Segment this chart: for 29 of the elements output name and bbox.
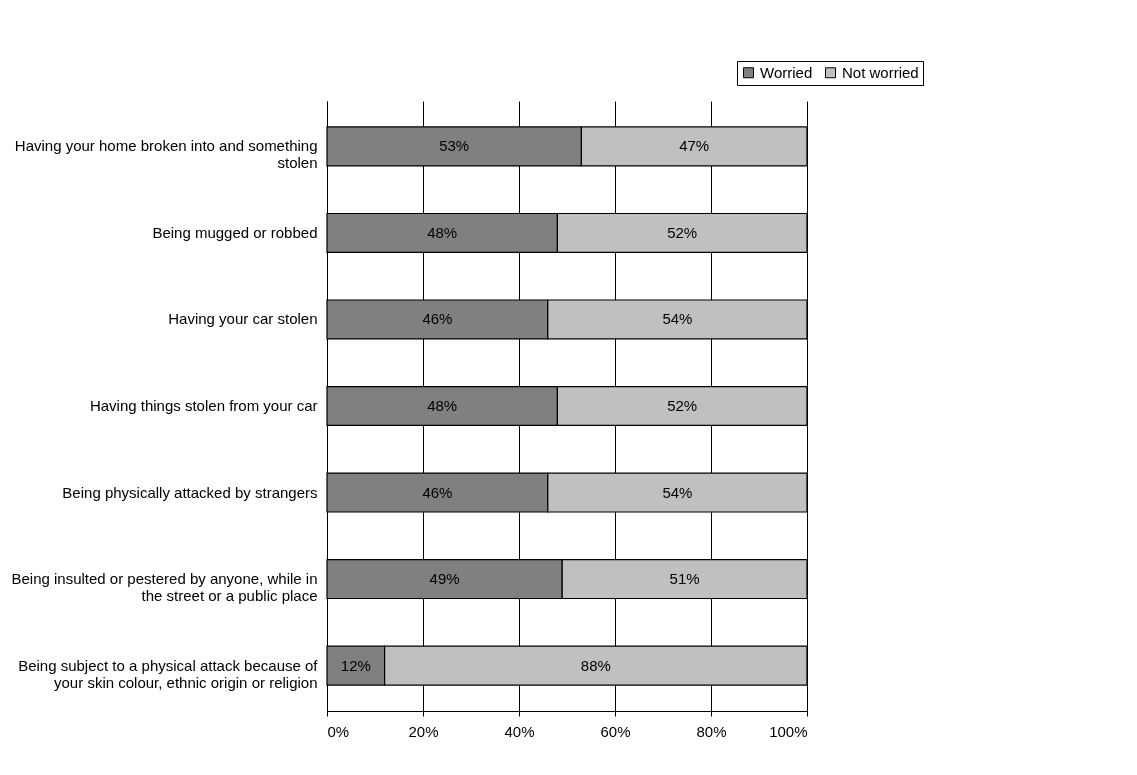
legend-label: Worried [760, 63, 813, 81]
y-tick-label: Having things stolen from your car [89, 397, 318, 414]
data-label: 48% [427, 223, 458, 241]
y-tick-label: Being insulted or pestered by anyone, while in the street or a public place [11, 570, 318, 605]
data-label: 51% [669, 570, 700, 588]
y-tick-label: Being mugged or robbed [152, 223, 318, 241]
data-label: 46% [422, 483, 453, 501]
data-label: 88% [580, 656, 611, 674]
data-label: 48% [427, 397, 458, 414]
x-tick-label: 80% [696, 722, 727, 740]
data-label: 54% [662, 483, 693, 501]
x-tick-label: 100% [769, 722, 808, 740]
y-tick-label: Having your car stolen [168, 310, 318, 328]
y-tick-label: Being physically attacked by strangers [62, 483, 318, 501]
x-tick-label: 0% [327, 722, 350, 740]
data-label: 53% [439, 137, 470, 155]
x-tick-label: 20% [408, 722, 439, 740]
data-label: 46% [422, 310, 453, 328]
data-label: 52% [667, 397, 698, 414]
x-tick-label: 40% [504, 722, 535, 740]
x-tick-label: 60% [600, 722, 631, 740]
data-label: 49% [429, 570, 460, 588]
data-label: 52% [667, 223, 698, 241]
data-label: 54% [662, 310, 693, 328]
y-tick-label: Being subject to a physical attack because of your skin colour, ethnic origin or religion [18, 656, 319, 691]
data-label: 12% [340, 656, 371, 674]
data-label: 47% [679, 137, 710, 155]
legend-label: Not worried [842, 63, 919, 81]
y-tick-label: Having your home broken into and something stolen [14, 137, 318, 172]
